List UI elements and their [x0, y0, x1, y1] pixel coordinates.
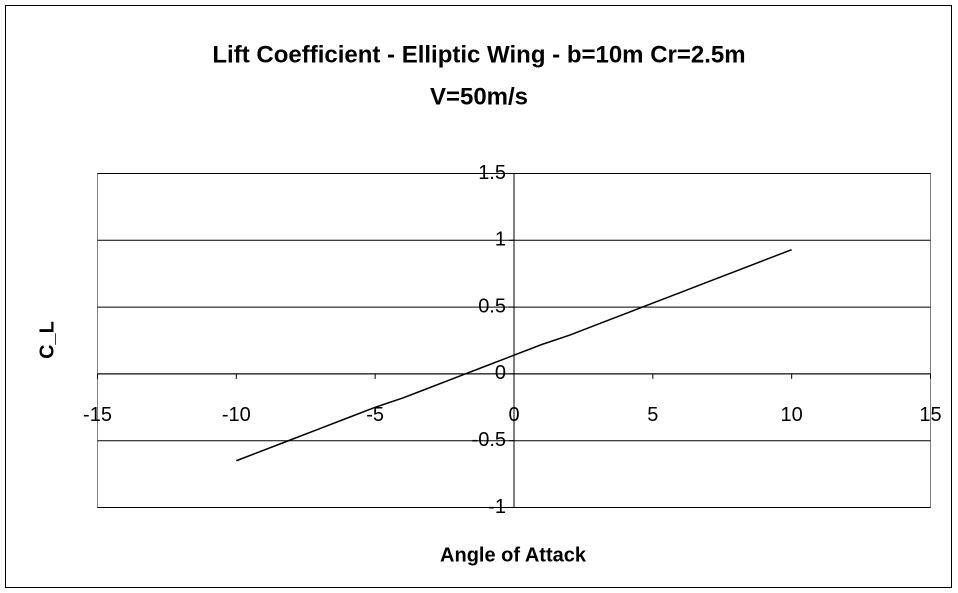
chart-title: V=50m/s: [430, 83, 528, 110]
y-tick-label: -1: [488, 496, 506, 518]
y-tick-label: 0.5: [478, 295, 506, 317]
chart-title: Lift Coefficient - Elliptic Wing - b=10m…: [212, 41, 745, 68]
x-tick-label: 15: [919, 404, 941, 426]
x-axis-title: Angle of Attack: [440, 544, 587, 566]
x-tick-label: 10: [781, 404, 803, 426]
y-tick-label: 1.5: [478, 162, 506, 184]
x-tick-label: 5: [647, 404, 658, 426]
x-tick-label: -15: [83, 404, 112, 426]
y-axis-title: C_L: [36, 321, 58, 359]
y-tick-label: -0.5: [472, 429, 506, 451]
x-tick-label: -10: [222, 404, 251, 426]
y-tick-label: 1: [495, 229, 506, 251]
y-tick-label: 0: [495, 362, 506, 384]
data-line: [236, 248, 792, 462]
